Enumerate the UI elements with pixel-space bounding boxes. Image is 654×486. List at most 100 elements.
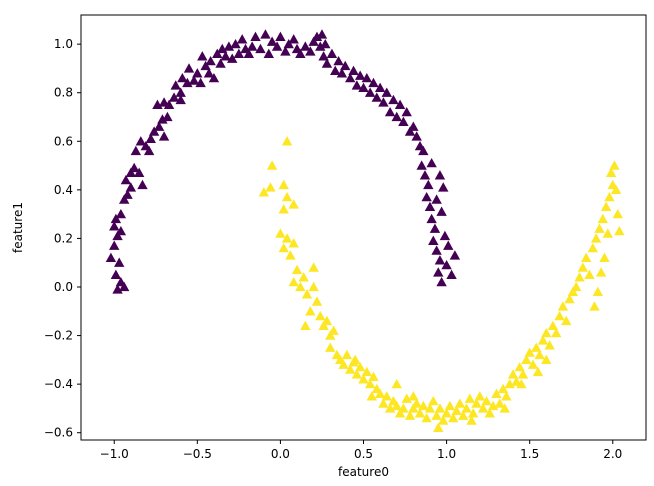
- point-series0-47: [208, 72, 220, 83]
- y-tick-label: −0.4: [44, 377, 73, 391]
- point-series0-90: [358, 82, 369, 93]
- point-series0-67: [280, 46, 291, 56]
- point-series1-125: [466, 415, 477, 425]
- point-series1-45: [391, 400, 402, 411]
- point-series1-115: [614, 225, 625, 236]
- point-series0-5: [114, 257, 125, 267]
- point-series0-37: [182, 77, 193, 88]
- point-series0-123: [441, 259, 452, 270]
- point-series1-3: [265, 182, 276, 192]
- point-series0-18: [133, 167, 145, 178]
- point-series0-97: [381, 87, 392, 97]
- point-series0-115: [429, 223, 441, 233]
- point-series1-54: [421, 412, 432, 423]
- points-layer: [105, 29, 625, 433]
- point-series0-36: [177, 72, 188, 83]
- point-series0-38: [175, 94, 186, 105]
- x-tick-label: 2.0: [603, 447, 622, 461]
- point-series0-39: [183, 63, 195, 73]
- point-series1-22: [318, 320, 329, 331]
- point-series0-61: [255, 43, 266, 54]
- point-series0-85: [340, 60, 351, 71]
- point-series1-75: [491, 388, 502, 399]
- x-tick-label: 0.5: [354, 447, 373, 461]
- point-series0-130: [436, 206, 447, 216]
- point-series1-91: [544, 340, 555, 350]
- point-series0-63: [263, 48, 274, 59]
- point-series0-34: [170, 80, 181, 90]
- point-series1-80: [507, 369, 519, 379]
- point-series1-82: [514, 361, 525, 372]
- point-series1-95: [557, 301, 569, 311]
- point-series1-7: [278, 204, 289, 214]
- point-series1-52: [414, 408, 426, 418]
- point-series0-55: [233, 48, 245, 59]
- point-series1-41: [378, 398, 389, 408]
- point-series0-45: [203, 68, 215, 78]
- point-series1-116: [602, 228, 613, 238]
- point-series0-92: [364, 87, 376, 97]
- point-series0-73: [305, 46, 316, 56]
- x-axis: −1.0 −0.5 0.0 0.5 1.0 1.5 2.0: [100, 440, 622, 461]
- point-series0-21: [135, 136, 147, 146]
- point-series1-37: [364, 378, 376, 389]
- point-series1-18: [308, 281, 319, 292]
- point-series0-35: [175, 87, 186, 97]
- point-series1-16: [298, 272, 309, 282]
- point-series1-121: [541, 354, 552, 365]
- point-series0-124: [446, 269, 457, 280]
- point-series1-50: [408, 403, 419, 413]
- point-series0-25: [148, 126, 160, 136]
- point-series1-126: [433, 422, 444, 433]
- point-series1-36: [361, 366, 373, 377]
- point-series0-65: [271, 41, 283, 51]
- x-axis-label: feature0: [338, 465, 389, 479]
- y-tick-label: 0.2: [54, 231, 73, 245]
- point-series0-16: [125, 167, 137, 178]
- point-series0-95: [374, 82, 386, 93]
- point-series0-64: [266, 36, 278, 46]
- point-series1-21: [305, 306, 316, 316]
- point-series1-55: [424, 403, 436, 413]
- point-series0-110: [419, 170, 431, 180]
- point-series0-104: [404, 126, 416, 136]
- point-series1-53: [418, 400, 429, 411]
- point-series1-124: [499, 403, 510, 413]
- point-series1-35: [358, 374, 369, 384]
- point-series0-27: [158, 131, 170, 141]
- point-series1-98: [567, 286, 579, 297]
- point-series0-52: [223, 41, 235, 51]
- point-series1-5: [281, 191, 293, 202]
- point-series1-47: [398, 403, 409, 413]
- point-series1-20: [315, 310, 326, 321]
- point-series0-26: [153, 121, 165, 131]
- point-series0-100: [391, 111, 402, 122]
- point-series1-131: [308, 262, 319, 272]
- point-series1-97: [564, 293, 575, 304]
- point-series0-4: [119, 281, 130, 292]
- point-series0-114: [426, 213, 437, 224]
- point-series1-56: [428, 395, 439, 406]
- point-series1-71: [477, 403, 489, 413]
- point-series1-34: [354, 361, 366, 372]
- point-series0-113: [424, 201, 436, 212]
- point-series1-23: [321, 315, 333, 326]
- point-series1-109: [604, 191, 615, 202]
- point-series0-122: [443, 240, 454, 250]
- point-series1-105: [590, 233, 602, 243]
- point-series0-68: [283, 38, 294, 49]
- point-series0-50: [217, 43, 228, 54]
- point-series0-108: [418, 145, 429, 156]
- point-series0-12: [119, 194, 130, 204]
- point-series1-103: [584, 269, 595, 280]
- point-series0-1: [110, 269, 122, 280]
- point-series0-120: [436, 276, 447, 287]
- x-tick-label: 0.0: [271, 447, 290, 461]
- point-series0-75: [311, 31, 323, 42]
- point-series1-108: [600, 201, 612, 212]
- point-series0-103: [401, 106, 412, 117]
- point-series0-117: [431, 245, 442, 255]
- point-series0-77: [316, 29, 328, 39]
- point-series1-122: [532, 366, 544, 377]
- point-series1-2: [258, 187, 269, 197]
